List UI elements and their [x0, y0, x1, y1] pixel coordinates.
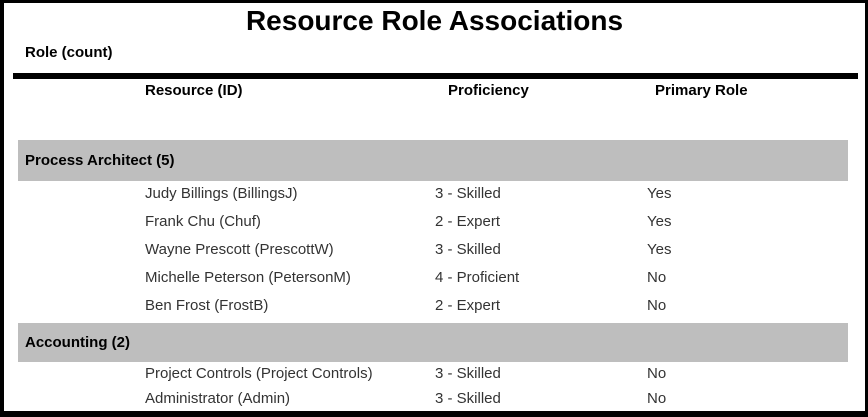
table-row: Project Controls (Project Controls) 3 - … [4, 365, 865, 383]
table-row: Ben Frost (FrostB) 2 - Expert No [4, 297, 865, 315]
table-row: Administrator (Admin) 3 - Skilled No [4, 390, 865, 408]
column-header-resource: Resource (ID) [145, 82, 243, 99]
table-row: Wayne Prescott (PrescottW) 3 - Skilled Y… [4, 241, 865, 259]
group-header-accounting: Accounting (2) [18, 323, 848, 362]
group-by-label: Role (count) [25, 44, 113, 61]
header-divider-rule [13, 73, 858, 79]
resource-cell: Project Controls (Project Controls) [145, 365, 373, 382]
resource-cell: Frank Chu (Chuf) [145, 213, 261, 230]
proficiency-cell: 3 - Skilled [435, 185, 501, 202]
table-row: Frank Chu (Chuf) 2 - Expert Yes [4, 213, 865, 231]
resource-cell: Ben Frost (FrostB) [145, 297, 269, 314]
primary-role-cell: No [647, 365, 667, 382]
primary-role-cell: Yes [647, 213, 672, 230]
primary-role-cell: Yes [647, 241, 672, 258]
group-header-label: Accounting (2) [25, 334, 130, 351]
column-header-primary-role: Primary Role [655, 82, 748, 99]
page-title: Resource Role Associations [245, 5, 624, 36]
group-header-label: Process Architect (5) [25, 152, 175, 169]
proficiency-cell: 3 - Skilled [435, 390, 501, 407]
proficiency-cell: 3 - Skilled [435, 241, 501, 258]
group-header-process-architect: Process Architect (5) [18, 140, 848, 181]
table-row: Judy Billings (BillingsJ) 3 - Skilled Ye… [4, 185, 865, 203]
primary-role-cell: No [647, 269, 667, 286]
resource-cell: Michelle Peterson (PetersonM) [145, 269, 351, 286]
proficiency-cell: 3 - Skilled [435, 365, 501, 382]
proficiency-cell: 2 - Expert [435, 213, 501, 230]
resource-cell: Administrator (Admin) [145, 390, 291, 407]
resource-cell: Wayne Prescott (PrescottW) [145, 241, 334, 258]
primary-role-cell: No [647, 390, 667, 407]
primary-role-cell: Yes [647, 185, 672, 202]
proficiency-cell: 2 - Expert [435, 297, 501, 314]
resource-cell: Judy Billings (BillingsJ) [145, 185, 298, 202]
primary-role-cell: No [647, 297, 667, 314]
table-row: Michelle Peterson (PetersonM) 4 - Profic… [4, 269, 865, 287]
column-header-proficiency: Proficiency [448, 82, 529, 99]
proficiency-cell: 4 - Proficient [435, 269, 520, 286]
column-header-row: Resource (ID) Proficiency Primary Role [4, 82, 865, 102]
